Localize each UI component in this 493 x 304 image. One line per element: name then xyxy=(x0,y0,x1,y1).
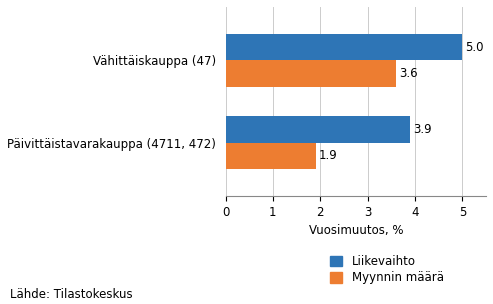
Bar xyxy=(225,143,316,169)
Bar xyxy=(225,116,410,143)
X-axis label: Vuosimuutos, %: Vuosimuutos, % xyxy=(309,224,403,237)
Text: 5.0: 5.0 xyxy=(465,41,484,54)
Text: 3.9: 3.9 xyxy=(413,123,432,136)
Text: 3.6: 3.6 xyxy=(399,67,418,80)
Text: Lähde: Tilastokeskus: Lähde: Tilastokeskus xyxy=(10,288,133,301)
Bar xyxy=(225,34,462,60)
Legend: Liikevaihto, Myynnin määrä: Liikevaihto, Myynnin määrä xyxy=(330,255,444,285)
Bar xyxy=(225,60,396,87)
Text: 1.9: 1.9 xyxy=(318,149,337,162)
